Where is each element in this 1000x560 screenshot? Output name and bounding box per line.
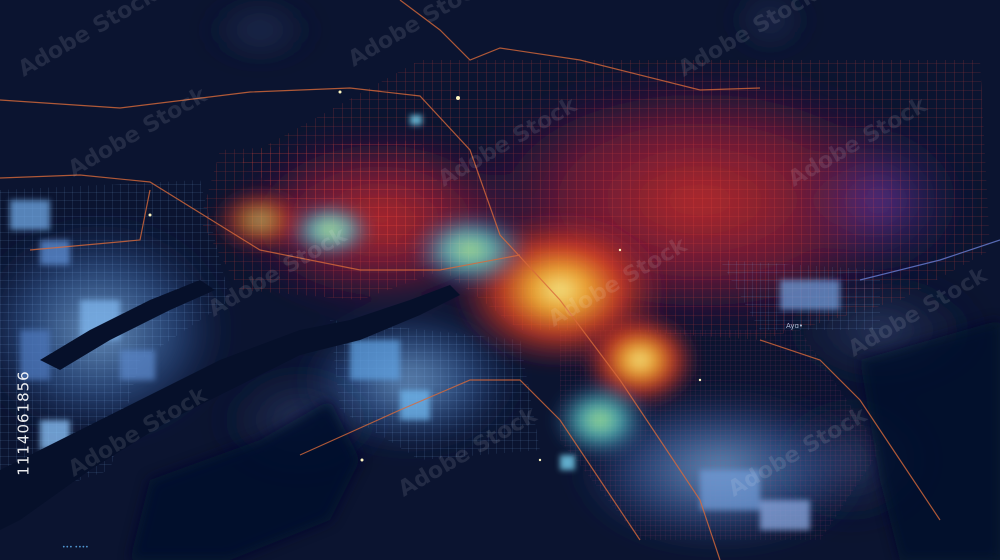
district-label: Ayɑ• [786,322,804,330]
pixel-blocks [10,115,840,530]
stock-id-text: 1114061856 [15,370,33,476]
footer-credit: ••• •••• [62,544,89,551]
river [0,280,460,530]
lower-water [130,320,1000,560]
stock-id-label: 1114061856 [6,318,42,528]
heat-core [210,185,700,460]
light-points [148,90,702,462]
